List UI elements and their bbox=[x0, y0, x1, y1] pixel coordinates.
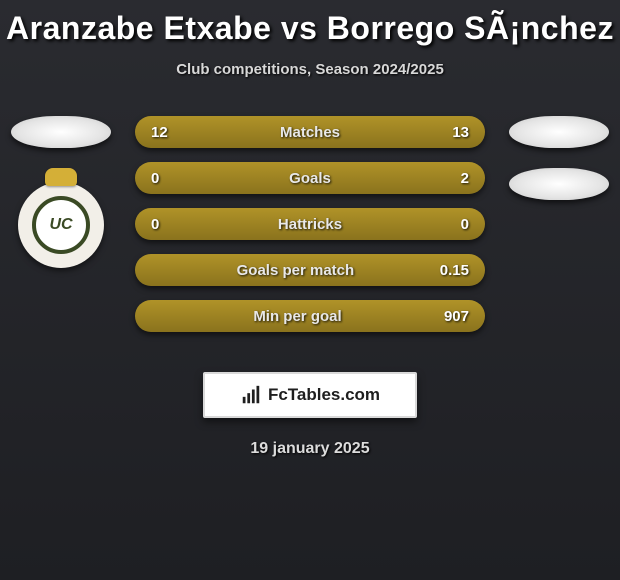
player-avatar-icon bbox=[11, 116, 111, 148]
player-avatar-icon bbox=[509, 116, 609, 148]
stat-left-value: 12 bbox=[151, 124, 168, 141]
date-text: 19 january 2025 bbox=[0, 440, 620, 458]
page-title: Aranzabe Etxabe vs Borrego SÃ¡nchez bbox=[0, 0, 620, 47]
stat-bars: 12 Matches 13 0 Goals 2 0 Hattricks 0 Go… bbox=[135, 116, 485, 332]
stat-row: Min per goal 907 bbox=[135, 300, 485, 332]
left-player-column: UC bbox=[6, 116, 116, 268]
stat-label: Hattricks bbox=[278, 216, 342, 233]
stat-right-value: 0 bbox=[461, 216, 469, 233]
stat-row: Goals per match 0.15 bbox=[135, 254, 485, 286]
player-avatar-icon bbox=[509, 168, 609, 200]
stat-left-value: 0 bbox=[151, 170, 159, 187]
brand-badge: FcTables.com bbox=[203, 372, 417, 418]
stat-right-value: 0.15 bbox=[440, 262, 469, 279]
stat-right-value: 907 bbox=[444, 308, 469, 325]
brand-text: FcTables.com bbox=[268, 385, 380, 405]
stat-row: 0 Hattricks 0 bbox=[135, 208, 485, 240]
right-player-column bbox=[504, 116, 614, 220]
stat-row: 12 Matches 13 bbox=[135, 116, 485, 148]
stat-label: Matches bbox=[280, 124, 340, 141]
stat-row: 0 Goals 2 bbox=[135, 162, 485, 194]
stat-label: Min per goal bbox=[253, 308, 341, 325]
club-badge-icon: UC bbox=[18, 182, 104, 268]
stat-label: Goals per match bbox=[237, 262, 355, 279]
bar-chart-icon bbox=[240, 384, 262, 406]
subtitle: Club competitions, Season 2024/2025 bbox=[0, 61, 620, 78]
club-badge-letters: UC bbox=[32, 196, 90, 254]
stat-label: Goals bbox=[289, 170, 331, 187]
stat-right-value: 13 bbox=[452, 124, 469, 141]
stat-right-value: 2 bbox=[461, 170, 469, 187]
stats-area: UC 12 Matches 13 0 Goals 2 0 Hattricks 0… bbox=[0, 116, 620, 346]
stat-left-value: 0 bbox=[151, 216, 159, 233]
